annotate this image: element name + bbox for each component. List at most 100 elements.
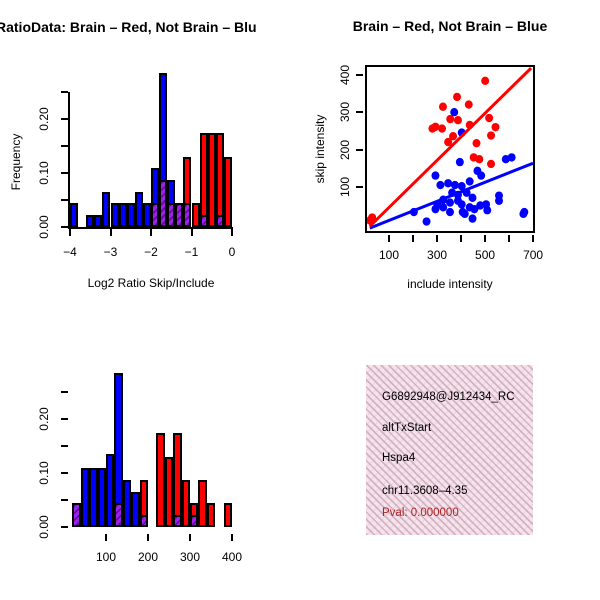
- y-tick-label: 0.00: [37, 215, 51, 239]
- gene-event-type: altTxStart: [382, 422, 432, 434]
- ratio-histogram-panel: RatioData: Brain – Red, Not Brain – Blu …: [0, 0, 300, 300]
- scatter-point-red: [444, 137, 453, 147]
- scatter-point-blue: [436, 180, 445, 190]
- x-tick-label: 100: [95, 550, 117, 564]
- histogram-bar: [126, 203, 135, 227]
- histogram-bar: [223, 157, 232, 227]
- y-tick: [356, 74, 363, 77]
- scatter-point-red: [487, 159, 496, 169]
- scatter-point-blue: [453, 196, 462, 205]
- scatter-point-blue: [455, 157, 464, 167]
- y-tick: [61, 145, 68, 147]
- scatter-point-blue: [450, 108, 459, 117]
- histogram-bar: [156, 433, 165, 527]
- scatter-point-blue: [465, 177, 474, 186]
- histogram-bar: [142, 203, 151, 227]
- y-tick: [356, 148, 363, 151]
- x-tick-label: 100: [378, 248, 400, 262]
- x-tick: [231, 229, 233, 236]
- scatter-plot-canvas: [367, 67, 533, 231]
- ratio-histogram-title: RatioData: Brain – Red, Not Brain – Blu: [0, 19, 257, 35]
- histogram-overlap-bar: [114, 503, 123, 527]
- y-tick: [61, 526, 68, 528]
- scatter-point-red: [438, 124, 447, 133]
- ratio-y-axis-title: Frequency: [9, 133, 23, 191]
- histogram-bar: [191, 203, 200, 227]
- scatter-point-blue: [476, 201, 485, 210]
- histogram-overlap-bar: [167, 203, 176, 227]
- y-tick: [61, 199, 68, 201]
- scatter-point-blue: [439, 203, 448, 212]
- scatter-point-blue: [446, 198, 454, 207]
- histogram-bar: [102, 192, 111, 227]
- scatter-point-blue: [457, 181, 466, 191]
- x-tick-label: 500: [475, 248, 496, 262]
- scatter-point-red: [487, 131, 496, 140]
- x-tick: [150, 229, 152, 236]
- y-tick-label: 0.10: [37, 161, 51, 185]
- x-tick: [190, 229, 193, 236]
- scatter-point-blue: [446, 207, 454, 217]
- x-tick-label: −3: [103, 245, 118, 259]
- scatter-point-blue: [468, 214, 477, 223]
- y-tick-label: 300: [338, 102, 352, 123]
- y-tick: [356, 186, 363, 189]
- histogram-overlap-bar: [159, 180, 168, 227]
- scatter-panel: Brain – Red, Not Brain – Blue skip inten…: [300, 0, 600, 300]
- histogram-bar: [134, 192, 143, 227]
- histogram-overlap-bar: [183, 203, 192, 227]
- histogram-overlap-bar: [199, 215, 208, 227]
- x-tick-label: −1: [184, 245, 199, 259]
- histogram-bar: [206, 503, 216, 527]
- scatter-point-blue: [468, 193, 477, 203]
- y-tick: [61, 172, 68, 174]
- scatter-point-blue: [422, 217, 431, 226]
- histogram-overlap-bar: [151, 203, 160, 227]
- scatter-point-red: [464, 100, 473, 109]
- gene-pvalue: Pval: 0.000000: [382, 507, 459, 519]
- ratio-x-axis-line: [69, 227, 233, 229]
- x-tick-label: 300: [427, 248, 448, 262]
- scatter-point-blue: [465, 203, 474, 212]
- histogram-overlap-bar: [139, 515, 148, 527]
- x-tick-label: 400: [221, 550, 243, 564]
- scatter-point-red: [446, 114, 455, 124]
- histogram-overlap-bar: [175, 203, 184, 227]
- histogram-bar: [122, 480, 132, 527]
- scatter-point-blue: [495, 196, 503, 205]
- scatter-point-red: [475, 155, 484, 164]
- gene-locus: chr11.3608–4.35: [382, 485, 468, 497]
- x-tick: [412, 235, 415, 242]
- y-tick-label: 400: [338, 65, 352, 86]
- x-tick: [231, 534, 233, 541]
- histogram-overlap-bar: [215, 215, 224, 227]
- x-tick-label: 200: [137, 550, 159, 564]
- y-tick: [61, 391, 68, 393]
- histogram-bar: [199, 133, 208, 227]
- x-tick-label: −2: [144, 245, 158, 259]
- scatter-point-red: [453, 92, 462, 102]
- histogram-bar: [89, 468, 98, 527]
- x-tick-label: 300: [179, 550, 201, 564]
- x-tick: [436, 235, 439, 242]
- x-tick-label: −4: [63, 245, 77, 259]
- gene-probe-id: G6892948@J912434_RC: [382, 391, 515, 403]
- scatter-point-blue: [501, 155, 510, 164]
- y-tick: [61, 472, 68, 474]
- histogram-overlap-bar: [190, 515, 199, 527]
- x-tick: [460, 235, 463, 242]
- y-tick: [61, 445, 68, 447]
- scatter-point-blue: [520, 207, 529, 217]
- scatter-point-blue: [477, 171, 486, 180]
- scatter-point-red: [438, 102, 447, 111]
- scatter-point-red: [481, 76, 490, 86]
- intensity-histogram-panel: ne Itensity: Brain – Red, Not Brain – B …: [0, 300, 300, 600]
- histogram-bar: [173, 433, 182, 527]
- x-tick: [508, 235, 511, 242]
- scatter-point-blue: [458, 207, 467, 217]
- scatter-point-red: [485, 113, 494, 123]
- y-tick: [61, 226, 68, 228]
- x-tick-label: 700: [523, 248, 544, 262]
- gene-info-box: G6892948@J912434_RC altTxStart Hspa4 chr…: [366, 365, 533, 535]
